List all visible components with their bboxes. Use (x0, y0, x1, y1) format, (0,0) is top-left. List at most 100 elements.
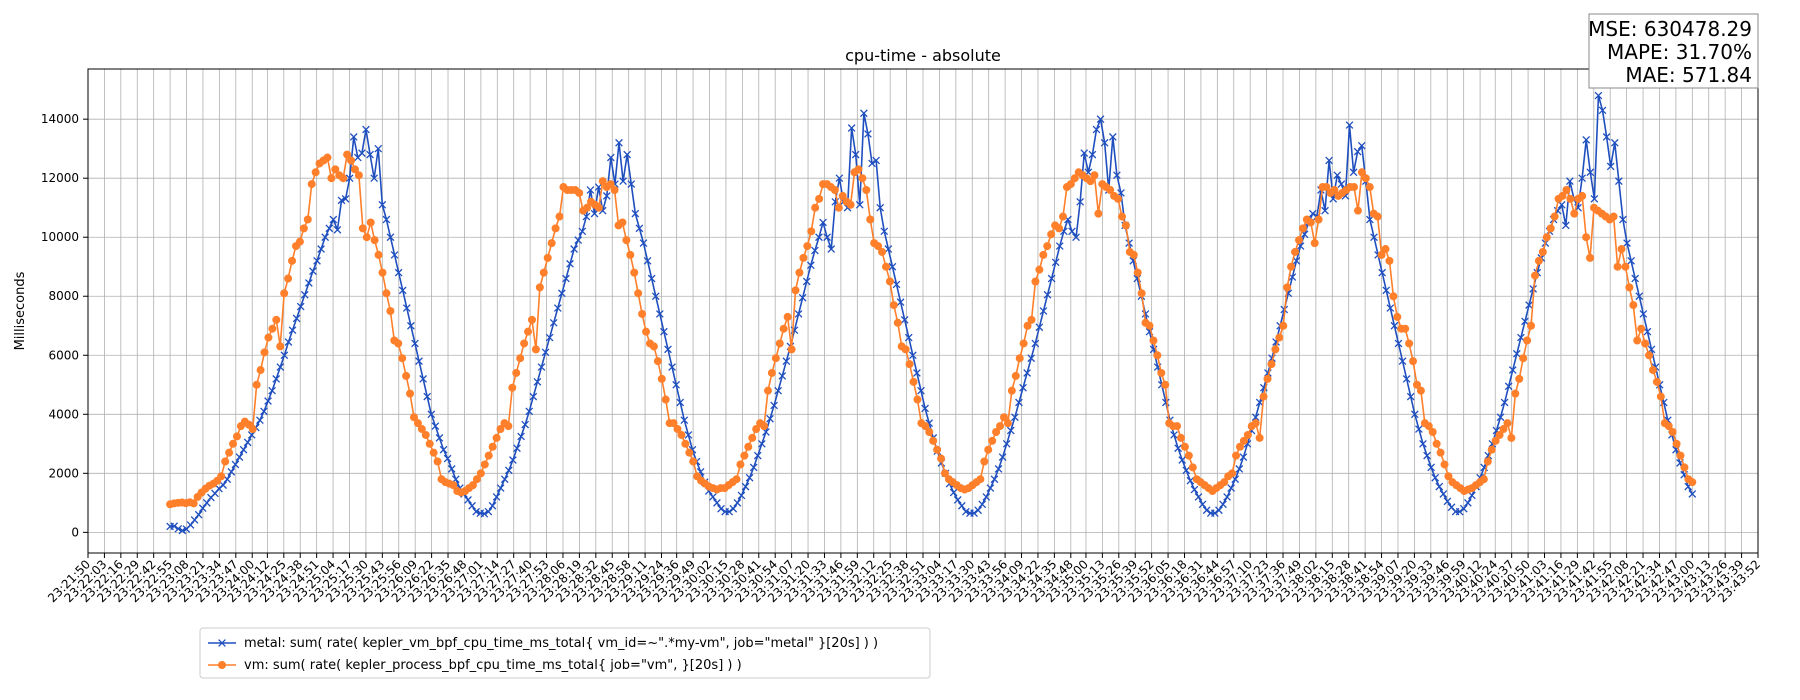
data-point (1623, 239, 1631, 247)
data-point (896, 298, 905, 307)
data-point (1003, 419, 1012, 428)
data-point (1006, 426, 1015, 435)
data-point (284, 338, 293, 346)
data-point (1398, 357, 1407, 366)
data-point (1558, 191, 1567, 200)
data-point (677, 430, 686, 439)
data-point (1435, 482, 1444, 491)
data-point (1406, 392, 1415, 401)
data-point (1239, 436, 1248, 445)
data-point (990, 475, 999, 484)
data-point (1436, 448, 1445, 457)
data-point (1114, 194, 1123, 203)
data-point (1578, 191, 1587, 200)
data-point (1232, 451, 1241, 460)
data-point (512, 368, 521, 377)
data-point (488, 442, 497, 451)
data-point (268, 324, 277, 333)
data-point (775, 339, 784, 348)
data-point (757, 439, 766, 448)
data-point (1108, 133, 1117, 141)
data-point (1215, 506, 1223, 515)
data-point (239, 445, 248, 454)
data-point (1495, 430, 1504, 439)
data-point (992, 428, 1001, 436)
data-point (374, 144, 383, 153)
data-point (1055, 242, 1064, 250)
data-point (1023, 369, 1031, 377)
data-point (256, 416, 264, 425)
data-point (795, 268, 804, 277)
data-point (1550, 212, 1559, 221)
data-point (953, 496, 962, 504)
data-point (413, 419, 422, 428)
data-point (529, 392, 538, 401)
data-point (1582, 233, 1591, 242)
data-point (1515, 374, 1524, 383)
data-point (276, 363, 285, 371)
data-point (864, 130, 872, 138)
data-point (292, 314, 301, 323)
data-point (370, 174, 379, 183)
data-point (407, 321, 415, 330)
data-point (1239, 453, 1248, 461)
data-point (1561, 221, 1570, 230)
data-point (1023, 321, 1032, 330)
data-point (1219, 500, 1227, 509)
data-point (1361, 174, 1370, 183)
data-point (411, 339, 419, 348)
data-point (268, 386, 276, 395)
data-point (1479, 475, 1488, 484)
data-point (574, 236, 583, 245)
data-point (1390, 321, 1399, 330)
data-point (1314, 215, 1323, 224)
data-point (878, 247, 887, 256)
data-point (1639, 310, 1648, 318)
data-point (433, 457, 442, 466)
data-point (472, 475, 481, 484)
data-point (1534, 256, 1543, 265)
data-point (1210, 509, 1219, 518)
data-point (417, 425, 426, 434)
data-point (986, 484, 995, 492)
data-point (1015, 354, 1024, 363)
data-point (219, 481, 228, 489)
data-point (1184, 451, 1193, 460)
data-point (1487, 445, 1496, 454)
data-point (881, 262, 890, 271)
data-point (862, 186, 871, 194)
data-point (1586, 168, 1595, 177)
data-point (280, 289, 289, 298)
data-point (661, 395, 670, 404)
data-point (562, 274, 570, 283)
data-point (1310, 239, 1319, 248)
data-point (198, 504, 207, 513)
legend: metal: sum( rate( kepler_vm_bpf_cpu_time… (199, 627, 931, 679)
data-point (1035, 265, 1044, 274)
data-point (217, 472, 226, 481)
data-point (1394, 339, 1403, 348)
data-point (1188, 463, 1197, 472)
data-point (1444, 472, 1453, 481)
data-point (1385, 256, 1394, 265)
data-point (1483, 457, 1492, 466)
data-point (1047, 274, 1056, 283)
data-point (1464, 498, 1472, 507)
data-point (300, 290, 309, 299)
data-point (288, 326, 297, 335)
data-point (1432, 439, 1441, 448)
data-point (736, 460, 745, 469)
data-point (313, 256, 321, 265)
data-point (1415, 425, 1423, 433)
data-point (1668, 428, 1677, 436)
data-point (1629, 301, 1638, 310)
data-point (303, 215, 312, 224)
data-point (888, 262, 897, 271)
data-point (1267, 360, 1276, 369)
data-point (521, 420, 530, 429)
data-point (1096, 115, 1105, 124)
data-point (1011, 413, 1019, 422)
data-point (949, 488, 958, 497)
data-point (194, 510, 203, 519)
data-point (921, 404, 929, 413)
